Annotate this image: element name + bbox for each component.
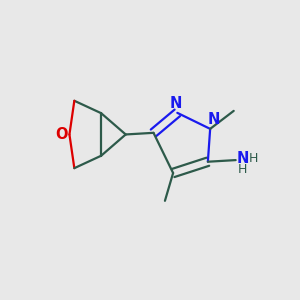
Text: H: H — [238, 164, 248, 176]
Text: N: N — [169, 95, 182, 110]
Text: N: N — [237, 151, 249, 166]
Text: O: O — [55, 127, 68, 142]
Text: N: N — [207, 112, 220, 127]
Text: H: H — [248, 152, 258, 165]
